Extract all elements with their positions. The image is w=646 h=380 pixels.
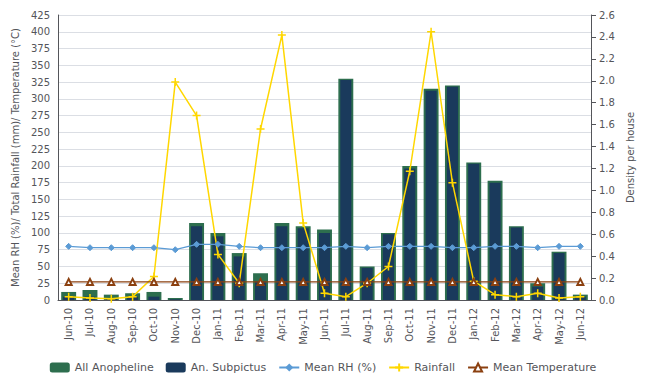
svg-text:Rainfall: Rainfall <box>414 361 455 374</box>
svg-text:0.0: 0.0 <box>599 295 615 306</box>
svg-text:300: 300 <box>31 93 50 104</box>
svg-text:100: 100 <box>31 227 50 238</box>
svg-text:Jun-10: Jun-10 <box>63 308 74 341</box>
svg-text:1.6: 1.6 <box>599 119 615 130</box>
svg-text:0.4: 0.4 <box>599 251 615 262</box>
svg-text:2.6: 2.6 <box>599 10 615 21</box>
svg-text:25: 25 <box>37 278 50 289</box>
svg-text:2.0: 2.0 <box>599 75 615 86</box>
svg-text:Feb-12: Feb-12 <box>490 308 501 342</box>
svg-text:Jan-12: Jan-12 <box>468 308 479 341</box>
svg-text:Mar-11: Mar-11 <box>255 308 266 343</box>
svg-text:375: 375 <box>31 43 50 54</box>
svg-text:May-12: May-12 <box>554 308 565 345</box>
svg-text:325: 325 <box>31 77 50 88</box>
svg-text:All Anopheline: All Anopheline <box>75 361 154 374</box>
svg-text:Jul-10: Jul-10 <box>84 308 95 337</box>
svg-text:75: 75 <box>37 244 50 255</box>
svg-text:1.4: 1.4 <box>599 141 615 152</box>
svg-text:1.8: 1.8 <box>599 97 615 108</box>
svg-text:Dec-11: Dec-11 <box>447 308 458 344</box>
svg-text:Nov-10: Nov-10 <box>170 308 181 344</box>
svg-text:Nov-11: Nov-11 <box>426 308 437 344</box>
svg-text:Jun-12: Jun-12 <box>575 308 586 341</box>
svg-text:Feb-11: Feb-11 <box>234 308 245 342</box>
svg-text:2.4: 2.4 <box>599 31 615 42</box>
svg-text:Oct-10: Oct-10 <box>148 308 159 342</box>
svg-text:275: 275 <box>31 110 50 121</box>
svg-text:An. Subpictus: An. Subpictus <box>191 361 267 374</box>
svg-text:Mean RH (%)/ Total Rainfall (m: Mean RH (%)/ Total Rainfall (mm)/ Temper… <box>10 28 21 287</box>
svg-text:0.6: 0.6 <box>599 229 615 240</box>
svg-text:350: 350 <box>31 60 50 71</box>
svg-text:1.2: 1.2 <box>599 163 615 174</box>
svg-text:0: 0 <box>44 295 50 306</box>
svg-text:250: 250 <box>31 127 50 138</box>
svg-text:0.2: 0.2 <box>599 273 615 284</box>
svg-text:Mar-12: Mar-12 <box>511 308 522 343</box>
svg-text:175: 175 <box>31 177 50 188</box>
svg-text:Mean RH (%): Mean RH (%) <box>304 361 376 374</box>
svg-text:Apr-12: Apr-12 <box>532 308 543 341</box>
svg-text:150: 150 <box>31 194 50 205</box>
svg-text:2.2: 2.2 <box>599 53 615 64</box>
svg-text:Sep-10: Sep-10 <box>127 308 138 343</box>
svg-text:Apr-11: Apr-11 <box>276 308 287 341</box>
svg-text:Density per house: Density per house <box>625 112 636 203</box>
svg-text:400: 400 <box>31 26 50 37</box>
svg-text:May-11: May-11 <box>298 308 309 345</box>
svg-text:50: 50 <box>37 261 50 272</box>
svg-text:425: 425 <box>31 10 50 21</box>
svg-text:125: 125 <box>31 211 50 222</box>
svg-text:200: 200 <box>31 160 50 171</box>
svg-text:1.0: 1.0 <box>599 185 615 196</box>
svg-text:Aug-10: Aug-10 <box>106 308 117 344</box>
svg-text:0.8: 0.8 <box>599 207 615 218</box>
svg-text:Sep-11: Sep-11 <box>383 308 394 343</box>
svg-text:225: 225 <box>31 144 50 155</box>
svg-text:Aug-11: Aug-11 <box>362 308 373 344</box>
svg-text:Jul-11: Jul-11 <box>340 308 351 337</box>
svg-text:Dec-10: Dec-10 <box>191 308 202 344</box>
svg-text:Jan-11: Jan-11 <box>212 308 223 341</box>
svg-text:Oct-11: Oct-11 <box>404 308 415 342</box>
svg-text:Jun-11: Jun-11 <box>319 308 330 341</box>
svg-text:Mean Temperature: Mean Temperature <box>493 361 596 374</box>
